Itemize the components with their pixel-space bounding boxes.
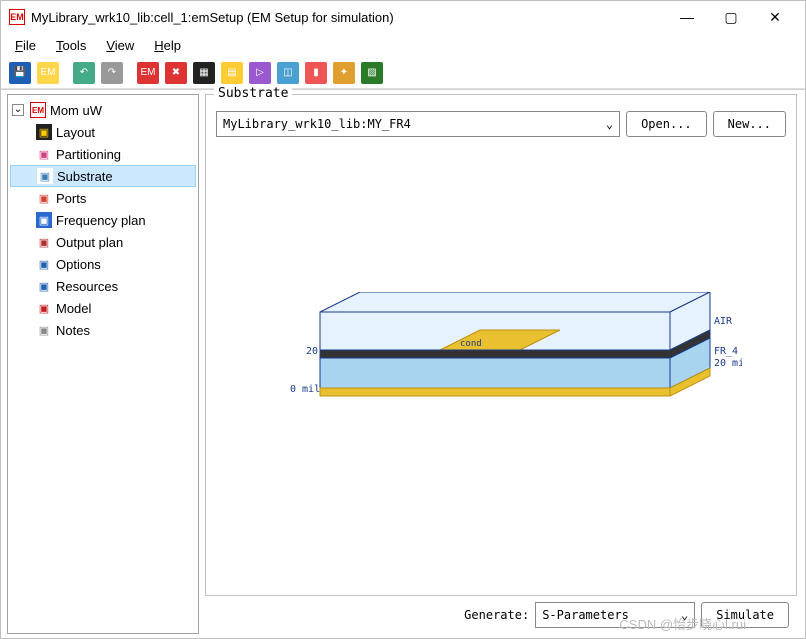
main-window: EM MyLibrary_wrk10_lib:cell_1:emSetup (E…	[0, 0, 806, 639]
tree-item-label: Options	[56, 257, 101, 272]
simulate-button[interactable]: Simulate	[701, 602, 789, 628]
menubar: File Tools View Help	[1, 33, 805, 57]
em-icon: EM	[30, 102, 46, 118]
close-button[interactable]: ✕	[753, 2, 797, 32]
toolbar: 💾EM↶↷EM✖▦▤▷◫▮✦▨	[1, 57, 805, 89]
main-panel: Substrate MyLibrary_wrk10_lib:MY_FR4 ⌄ O…	[199, 90, 805, 638]
tree-root-label: Mom uW	[50, 103, 102, 118]
tree-item-notes[interactable]: ▣ Notes	[10, 319, 196, 341]
substrate-combo-value: MyLibrary_wrk10_lib:MY_FR4	[223, 117, 411, 131]
tree-item-icon: ▣	[36, 322, 52, 338]
tree-item-icon: ▣	[37, 168, 53, 184]
tree-item-icon: ▣	[36, 278, 52, 294]
save-icon[interactable]: 💾	[7, 60, 33, 86]
tree-item-icon: ▣	[36, 212, 52, 228]
undo-icon[interactable]: ↶	[71, 60, 97, 86]
cube-icon[interactable]: ◫	[275, 60, 301, 86]
app-icon: EM	[9, 9, 25, 25]
tree-item-model[interactable]: ▣ Model	[10, 297, 196, 319]
tree-item-output-plan[interactable]: ▣ Output plan	[10, 231, 196, 253]
tree-item-substrate[interactable]: ▣ Substrate	[10, 165, 196, 187]
menu-view[interactable]: View	[98, 36, 142, 55]
bug-icon[interactable]: ✦	[331, 60, 357, 86]
substrate-selector-row: MyLibrary_wrk10_lib:MY_FR4 ⌄ Open... New…	[216, 111, 786, 137]
substrate-combo[interactable]: MyLibrary_wrk10_lib:MY_FR4 ⌄	[216, 111, 620, 137]
generate-combo-value: S-Parameters	[542, 608, 629, 622]
tree-item-ports[interactable]: ▣ Ports	[10, 187, 196, 209]
tree-item-icon: ▣	[36, 190, 52, 206]
substrate-frame: Substrate MyLibrary_wrk10_lib:MY_FR4 ⌄ O…	[205, 94, 797, 596]
generate-combo[interactable]: S-Parameters ⌄	[535, 602, 695, 628]
tree-item-icon: ▣	[36, 124, 52, 140]
tree-item-layout[interactable]: ▣ Layout	[10, 121, 196, 143]
tree-item-label: Partitioning	[56, 147, 121, 162]
tree-root-item[interactable]: ⌄ EM Mom uW	[10, 99, 196, 121]
diagram-bottom-label: 0 mil	[290, 384, 320, 395]
tree-item-label: Frequency plan	[56, 213, 146, 228]
tree-item-label: Ports	[56, 191, 86, 206]
tree-item-label: Substrate	[57, 169, 113, 184]
tree-item-label: Model	[56, 301, 91, 316]
tree-item-label: Layout	[56, 125, 95, 140]
em-red-icon[interactable]: EM	[135, 60, 161, 86]
export-icon[interactable]: EM	[35, 60, 61, 86]
diagram-fr4-label: FR_4 (4.6)	[714, 346, 742, 357]
menu-help[interactable]: Help	[146, 36, 189, 55]
layout-icon[interactable]: ▦	[191, 60, 217, 86]
substrate-diagram-area: cond 20 0 mil AIR FR_4	[216, 147, 786, 585]
tree-item-frequency-plan[interactable]: ▣ Frequency plan	[10, 209, 196, 231]
play-icon[interactable]: ▷	[247, 60, 273, 86]
maximize-button[interactable]: ▢	[709, 2, 753, 32]
tree-item-resources[interactable]: ▣ Resources	[10, 275, 196, 297]
diagram-top-num: 20	[306, 346, 318, 357]
diagram-air-label: AIR	[714, 316, 733, 327]
titlebar: EM MyLibrary_wrk10_lib:cell_1:emSetup (E…	[1, 1, 805, 33]
tree-collapse-icon[interactable]: ⌄	[12, 104, 24, 116]
redo-icon[interactable]: ↷	[99, 60, 125, 86]
rainbow-icon[interactable]: ▮	[303, 60, 329, 86]
generate-label: Generate:	[464, 608, 529, 622]
tree-item-icon: ▣	[36, 146, 52, 162]
diagram-cond-label: cond	[460, 339, 482, 349]
menu-tools[interactable]: Tools	[48, 36, 94, 55]
window-controls: — ▢ ✕	[665, 2, 797, 32]
spectrum-icon[interactable]: ▤	[219, 60, 245, 86]
em-cross-icon[interactable]: ✖	[163, 60, 189, 86]
tree-item-icon: ▣	[36, 234, 52, 250]
new-button[interactable]: New...	[713, 111, 786, 137]
tree-panel: ⌄EMMom uW▣Layout▣Partitioning▣Substrate▣…	[7, 94, 199, 634]
menu-file[interactable]: File	[7, 36, 44, 55]
tree-item-icon: ▣	[36, 300, 52, 316]
chevron-down-icon: ⌄	[606, 117, 613, 131]
diagram-thickness-label: 20 mil	[714, 358, 742, 369]
mesh-icon[interactable]: ▨	[359, 60, 385, 86]
tree-item-label: Resources	[56, 279, 118, 294]
tree-item-label: Output plan	[56, 235, 123, 250]
substrate-diagram: cond 20 0 mil AIR FR_4	[260, 292, 742, 440]
minimize-button[interactable]: —	[665, 2, 709, 32]
tree-item-label: Notes	[56, 323, 90, 338]
tree-item-icon: ▣	[36, 256, 52, 272]
window-title: MyLibrary_wrk10_lib:cell_1:emSetup (EM S…	[31, 10, 665, 25]
open-button[interactable]: Open...	[626, 111, 707, 137]
panel-legend: Substrate	[214, 86, 292, 101]
bottom-bar: Generate: S-Parameters ⌄ Simulate	[205, 596, 797, 634]
content-area: ⌄EMMom uW▣Layout▣Partitioning▣Substrate▣…	[1, 89, 805, 638]
tree-item-options[interactable]: ▣ Options	[10, 253, 196, 275]
tree-item-partitioning[interactable]: ▣ Partitioning	[10, 143, 196, 165]
chevron-down-icon: ⌄	[681, 608, 688, 622]
